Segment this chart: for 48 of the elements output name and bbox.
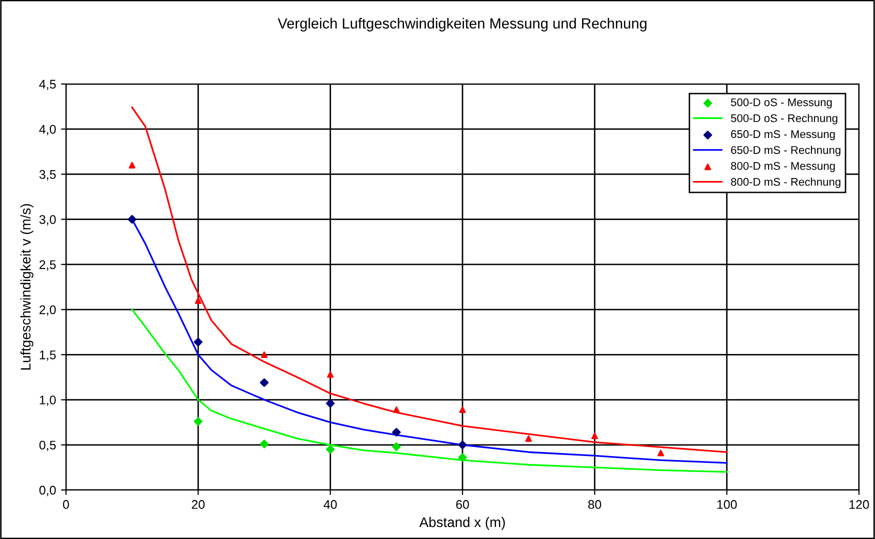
y-tick-label: 0,0	[39, 486, 56, 496]
y-tick-label: 2,0	[40, 305, 56, 316]
point	[194, 297, 202, 304]
y-tick-label: 2,5	[40, 260, 56, 271]
y-tick-label: 1,0	[40, 396, 56, 406]
x-tick-label: 80	[588, 500, 602, 509]
point	[458, 453, 467, 462]
point	[393, 406, 400, 413]
x-axis-title: Abstand x (m)	[419, 516, 505, 530]
x-tick-label: 40	[324, 500, 337, 509]
y-tick-label: 4,5	[39, 80, 56, 90]
y-tick-label: 0,5	[39, 440, 56, 452]
legend-label: 800-D mS - Messung	[731, 162, 835, 172]
point	[657, 450, 664, 456]
y-axis-title: Luftgeschwindigkeit v (m/s)	[20, 204, 34, 370]
line-series	[131, 308, 728, 473]
point	[458, 440, 467, 450]
point	[128, 214, 136, 224]
point	[194, 338, 203, 346]
point	[392, 442, 401, 452]
y-tick-label: 3,5	[39, 170, 56, 180]
point	[194, 417, 203, 426]
point	[392, 428, 401, 437]
x-tick-label: 0	[63, 500, 69, 509]
legend-label: 500-D oS - Messung	[730, 98, 832, 108]
x-tick-label: 20	[192, 500, 205, 509]
y-tick-label: 4,0	[39, 124, 56, 136]
point	[260, 378, 269, 388]
line-series	[131, 106, 728, 453]
point	[128, 162, 136, 168]
point	[327, 371, 334, 378]
point	[525, 435, 532, 442]
y-tick-label: 1,5	[40, 350, 56, 361]
legend-label: 800-D mS - Rechnung	[731, 178, 840, 188]
point	[260, 351, 268, 358]
point	[326, 445, 335, 454]
point	[459, 406, 466, 413]
point	[591, 432, 598, 440]
x-tick-label: 120	[850, 500, 869, 509]
legend-label: 650-D mS - Rechnung	[731, 146, 840, 156]
x-tick-label: 100	[717, 500, 737, 509]
point	[326, 399, 335, 408]
y-tick-label: 3,0	[39, 215, 56, 226]
chart-title: Vergleich Luftgeschwindigkeiten Messung und Rechnung	[278, 18, 646, 32]
legend-label: 650-D mS - Messung	[731, 130, 835, 140]
x-tick-label: 60	[456, 500, 469, 509]
point	[260, 440, 269, 448]
legend-label: 500-D oS - Rechnung	[730, 114, 838, 124]
